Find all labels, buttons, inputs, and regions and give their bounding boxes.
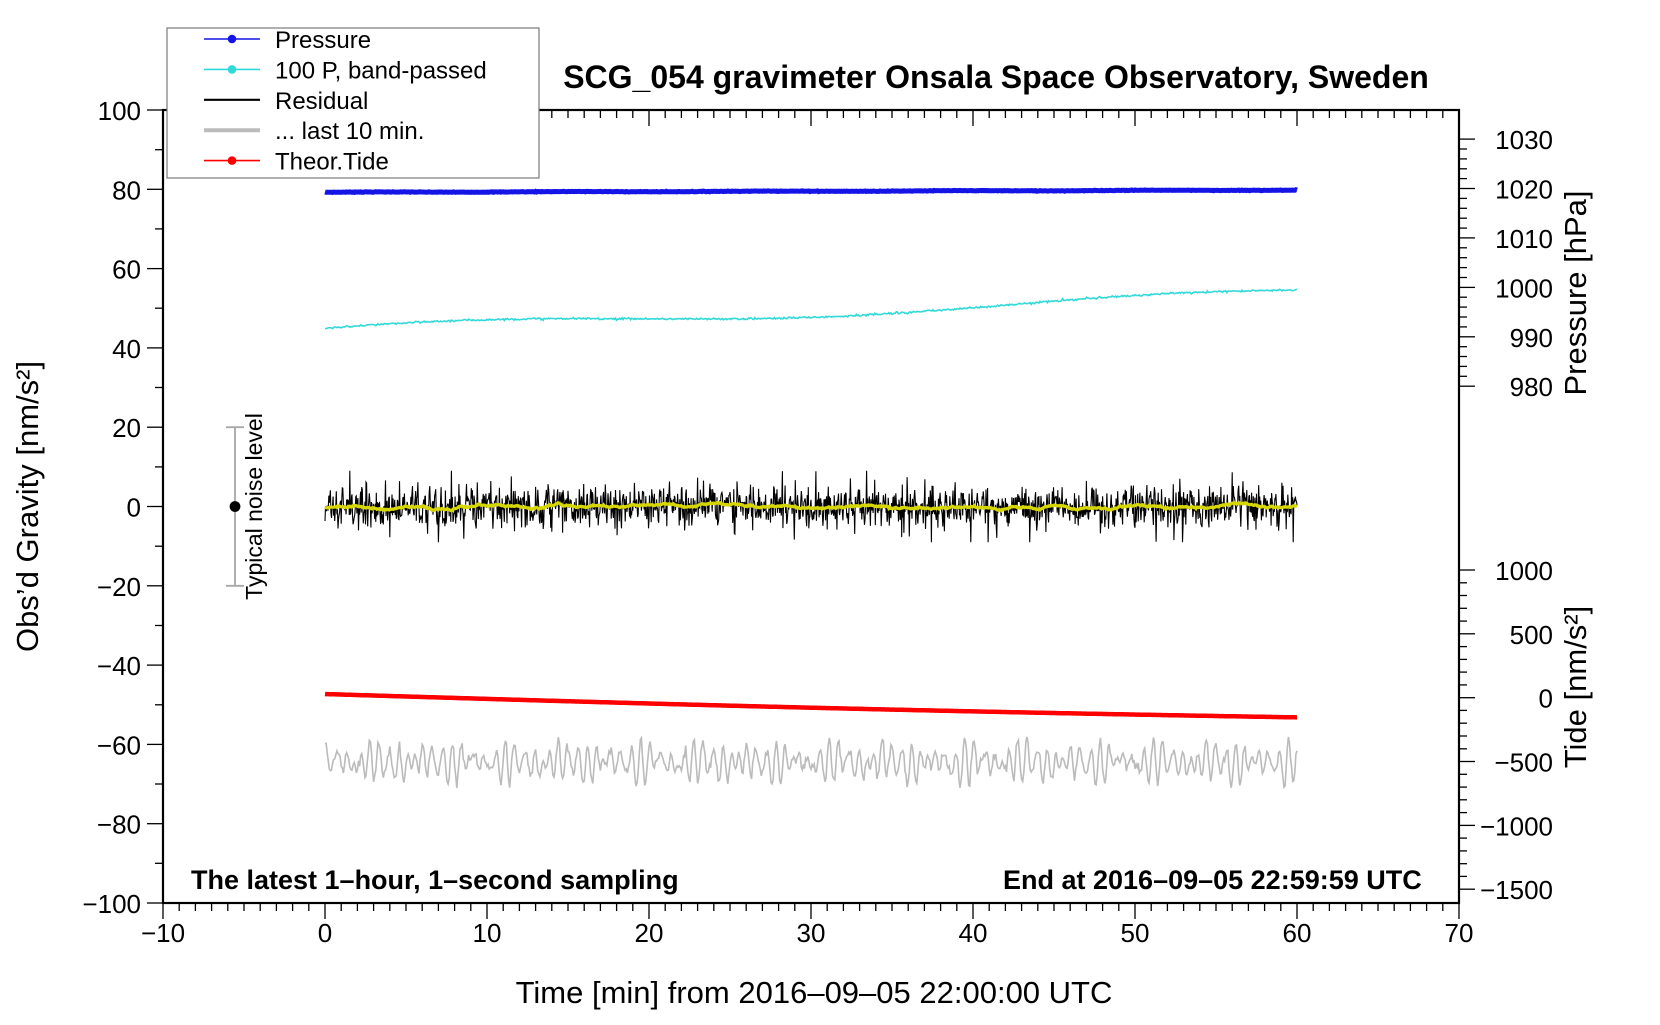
svg-text:End at 2016–09–05 22:59:59 UTC: End at 2016–09–05 22:59:59 UTC <box>1003 865 1422 895</box>
svg-text:Typical noise level: Typical noise level <box>241 413 267 600</box>
svg-text:80: 80 <box>112 175 141 205</box>
svg-text:Pressure: Pressure <box>275 27 371 54</box>
svg-text:1020: 1020 <box>1495 175 1553 205</box>
svg-text:40: 40 <box>959 918 988 948</box>
svg-text:... last 10 min.: ... last 10 min. <box>275 118 424 145</box>
svg-text:−500: −500 <box>1494 748 1553 778</box>
svg-text:Tide [nm/s²]: Tide [nm/s²] <box>1558 606 1593 769</box>
svg-text:20: 20 <box>635 918 664 948</box>
svg-text:1010: 1010 <box>1495 224 1553 254</box>
svg-text:100: 100 <box>98 96 141 126</box>
svg-text:0: 0 <box>318 918 332 948</box>
svg-text:−1500: −1500 <box>1480 875 1553 905</box>
svg-text:10: 10 <box>473 918 502 948</box>
svg-text:−10: −10 <box>141 918 185 948</box>
svg-text:40: 40 <box>112 334 141 364</box>
svg-text:0: 0 <box>127 493 141 523</box>
svg-text:−100: −100 <box>82 889 141 919</box>
svg-text:Residual: Residual <box>275 88 368 115</box>
svg-text:980: 980 <box>1510 372 1553 402</box>
svg-text:60: 60 <box>112 255 141 285</box>
svg-text:−20: −20 <box>97 572 141 602</box>
svg-text:Theor.Tide: Theor.Tide <box>275 149 389 176</box>
svg-text:Obs’d Gravity [nm/s²]: Obs’d Gravity [nm/s²] <box>10 361 45 652</box>
svg-text:−40: −40 <box>97 651 141 681</box>
svg-text:100 P, band-passed: 100 P, band-passed <box>275 57 487 84</box>
svg-text:50: 50 <box>1121 918 1150 948</box>
svg-text:500: 500 <box>1510 620 1553 650</box>
svg-text:Time [min] from 2016–09–05 22:: Time [min] from 2016–09–05 22:00:00 UTC <box>516 975 1113 1010</box>
svg-text:70: 70 <box>1445 918 1474 948</box>
svg-text:0: 0 <box>1539 684 1553 714</box>
svg-text:990: 990 <box>1510 323 1553 353</box>
svg-text:−60: −60 <box>97 730 141 760</box>
svg-text:1030: 1030 <box>1495 125 1553 155</box>
svg-text:−80: −80 <box>97 810 141 840</box>
svg-text:1000: 1000 <box>1495 273 1553 303</box>
svg-text:30: 30 <box>797 918 826 948</box>
svg-text:Pressure [hPa]: Pressure [hPa] <box>1558 190 1593 395</box>
svg-text:SCG_054 gravimeter Onsala Spac: SCG_054 gravimeter Onsala Space Observat… <box>563 59 1429 95</box>
svg-text:The latest 1–hour, 1–second sa: The latest 1–hour, 1–second sampling <box>191 865 679 895</box>
svg-text:1000: 1000 <box>1495 556 1553 586</box>
svg-text:20: 20 <box>112 413 141 443</box>
svg-text:60: 60 <box>1283 918 1312 948</box>
svg-text:−1000: −1000 <box>1480 811 1553 841</box>
